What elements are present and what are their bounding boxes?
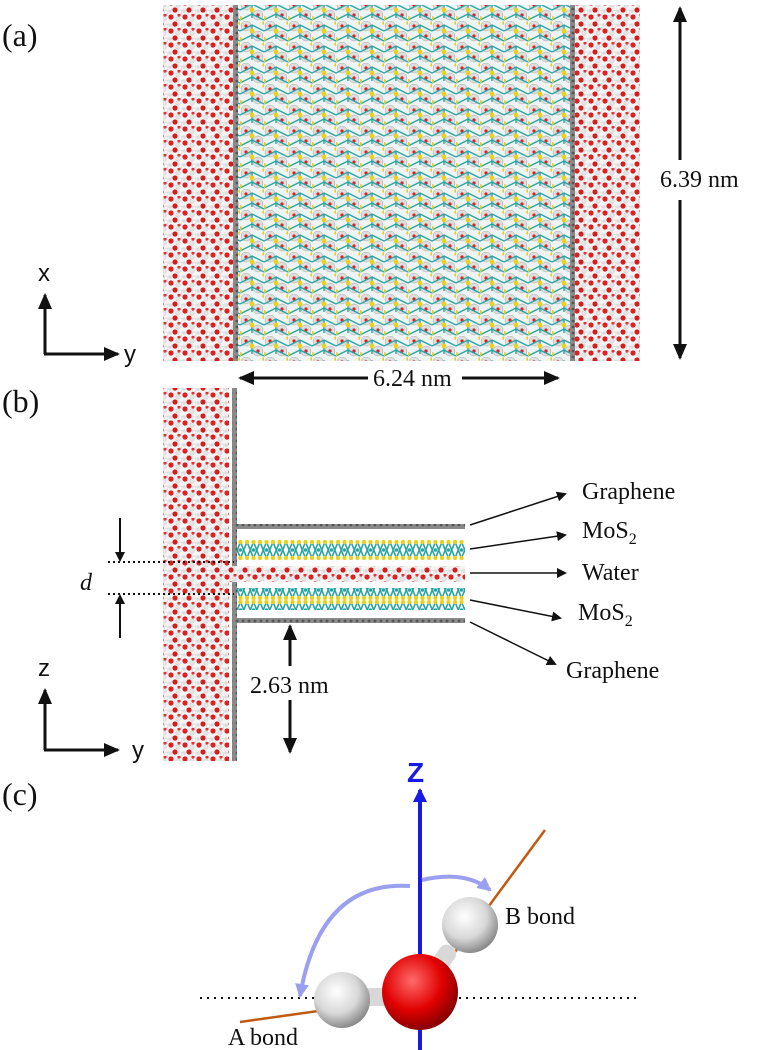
axis-y-label: y	[124, 341, 136, 368]
graphene-top-layer	[237, 524, 465, 529]
callout-mos2-bottom-subscript: 2	[625, 613, 633, 630]
callout-mos2-top-subscript: 2	[629, 531, 637, 548]
hydrogen-a	[314, 972, 370, 1028]
height-label: 6.39 nm	[660, 167, 739, 193]
panel-b-axes: z y	[38, 655, 144, 764]
mos2-bottom-layer	[237, 588, 465, 610]
panel-c-label: (c)	[2, 776, 38, 812]
axis-z-label: z	[38, 655, 50, 682]
graphene-bottom-layer	[237, 618, 465, 623]
callout-mos2-bottom-text: MoS	[578, 600, 625, 626]
hydrogen-b	[442, 897, 498, 953]
angle-arc-a	[295, 883, 411, 998]
water-channel	[229, 566, 465, 582]
angle-arc-b	[421, 874, 492, 892]
panel-a-axes: x y	[38, 260, 136, 368]
width-label: 6.24 nm	[373, 366, 452, 392]
mos2-sheet-top-view	[238, 5, 570, 361]
axis-x-label: x	[38, 260, 50, 287]
panel-a-simulation-box	[163, 5, 640, 361]
panel-a-label: (a)	[2, 17, 38, 53]
panel-b-simulation-box	[163, 388, 465, 761]
graphene-wall-left	[233, 5, 238, 361]
water-reservoir-side	[163, 388, 229, 761]
callout-mos2-bottom: MoS2	[578, 600, 633, 630]
callout-mos2-top: MoS2	[582, 518, 637, 548]
water-reservoir-right	[575, 5, 640, 361]
callout-line-mos2-top	[469, 531, 567, 550]
axis-y-label-b: y	[132, 737, 144, 764]
callout-line-graphene-top	[469, 491, 567, 526]
callout-graphene-top: Graphene	[582, 479, 675, 505]
callout-water: Water	[582, 560, 639, 586]
water-molecule	[314, 897, 498, 1030]
panel-b-label: (b)	[2, 383, 39, 419]
water-reservoir-left	[163, 5, 233, 361]
a-bond-label: A bond	[228, 1025, 298, 1050]
callout-graphene-bottom: Graphene	[566, 658, 659, 684]
callout-line-graphene-bottom	[469, 621, 557, 665]
b-bond-label: B bond	[505, 904, 575, 930]
mos2-top-layer	[237, 540, 465, 560]
thickness-label: 2.63 nm	[250, 673, 329, 699]
oxygen-atom	[382, 954, 458, 1030]
graphene-wall-right	[570, 5, 575, 361]
gap-label: d	[80, 570, 93, 596]
z-axis-label: Z	[407, 757, 424, 788]
callout-mos2-top-text: MoS	[582, 518, 629, 544]
callout-line-mos2-bottom	[469, 599, 562, 622]
layer-callouts: Graphene MoS2 Water MoS2 Graphene	[469, 479, 675, 684]
